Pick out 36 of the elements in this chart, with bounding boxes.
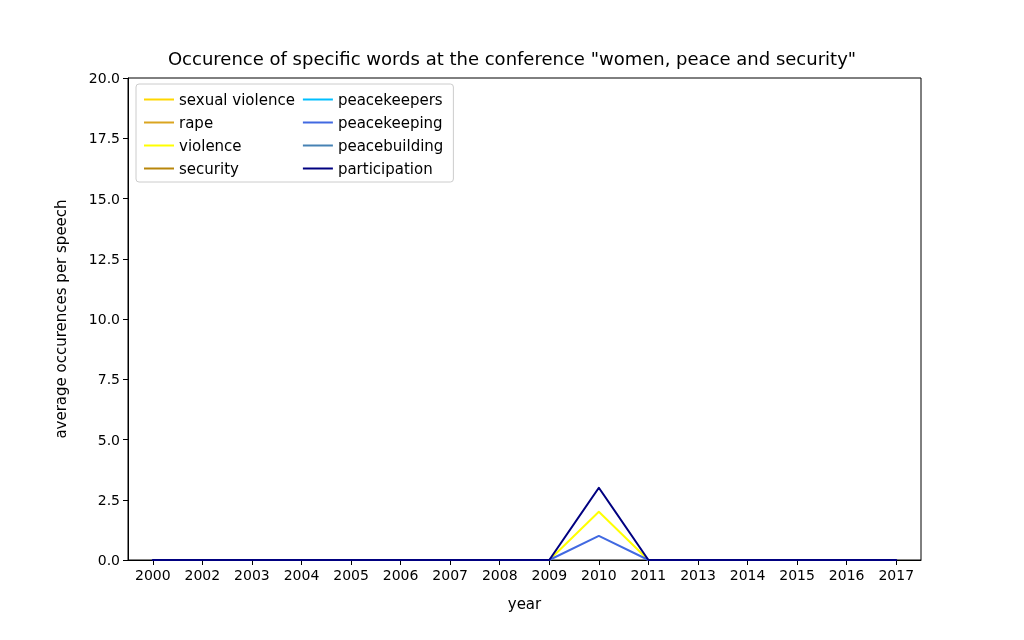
y-tick-label: 5.0 — [97, 431, 120, 448]
y-tick-label: 7.5 — [97, 371, 120, 388]
x-tick-label: 2014 — [729, 567, 766, 583]
x-tick-label: 2005 — [333, 567, 369, 583]
y-tick-label: 15.0 — [88, 190, 120, 207]
x-tick-label: 2002 — [184, 567, 221, 583]
legend-label: violence — [179, 136, 242, 155]
y-tick-label: 2.5 — [97, 491, 120, 508]
y-axis-title: average occurences per speech — [51, 199, 70, 439]
legend-label: security — [179, 159, 240, 178]
y-tick-label: 20.0 — [88, 70, 120, 86]
x-tick-label: 2015 — [779, 567, 815, 583]
legend-label: rape — [179, 113, 214, 132]
legend-label: sexual violence — [179, 90, 295, 109]
x-axis-title: year — [507, 594, 543, 613]
legend-label: peacekeeping — [337, 113, 443, 132]
y-tick-label: 12.5 — [88, 250, 120, 267]
x-tick-label: 2007 — [432, 567, 468, 583]
legend-label: participation — [337, 159, 433, 178]
chart-title: Occurence of specific words at the conference "women, peace and security" — [167, 47, 857, 69]
x-tick-label: 2017 — [878, 567, 915, 583]
legend-label: peacekeepers — [337, 90, 443, 109]
x-tick-label: 2008 — [481, 567, 518, 583]
legend-label: peacebuilding — [337, 136, 444, 155]
y-tick-label: 10.0 — [88, 311, 120, 327]
y-tick-label: 17.5 — [88, 130, 120, 147]
x-tick-label: 2003 — [234, 567, 270, 583]
x-tick-label: 2006 — [382, 567, 419, 583]
x-tick-label: 2013 — [680, 567, 716, 583]
x-tick-label: 2011 — [630, 567, 667, 583]
x-tick-label: 2009 — [531, 567, 568, 583]
x-tick-label: 2010 — [581, 567, 617, 583]
x-tick-label: 2016 — [828, 567, 865, 583]
x-tick-label: 2004 — [283, 567, 320, 583]
y-tick-label: 0.0 — [97, 552, 120, 568]
x-tick-label: 2000 — [134, 567, 171, 583]
